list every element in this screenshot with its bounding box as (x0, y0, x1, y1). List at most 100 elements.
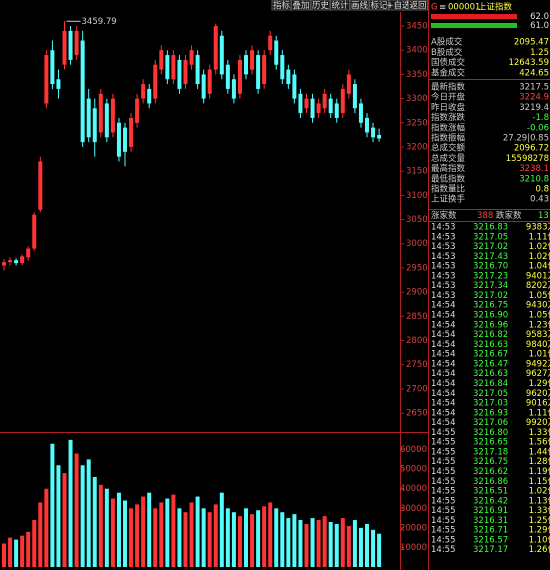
trade-time: 14:54 (431, 399, 456, 409)
trade-volume: 1.11亿 (529, 407, 550, 418)
volume-bar (165, 498, 170, 567)
market-tag: G (431, 3, 438, 13)
trade-price: 3216.62 (473, 467, 508, 477)
volume-bar (280, 512, 285, 567)
toolbar-label[interactable]: 历史 (312, 0, 330, 11)
y-tick-label: 3250 (406, 118, 428, 128)
volume-bar (268, 502, 273, 567)
stat-label: 上证换手 (431, 194, 466, 205)
trade-price: 3217.34 (473, 281, 508, 291)
volume-bar (38, 502, 43, 567)
trade-price: 3216.42 (473, 496, 508, 506)
volume-bar (68, 439, 73, 567)
toolbar-label[interactable]: 画线 (351, 0, 369, 11)
volume-bar (44, 488, 49, 567)
toolbar-label[interactable]: 统计 (331, 0, 349, 11)
trade-price: 3217.05 (473, 232, 508, 242)
candle-body (316, 103, 321, 114)
trade-price: 3217.18 (473, 447, 508, 457)
trade-volume: 1.13亿 (529, 495, 550, 506)
y-tick-label: 30000 (400, 504, 427, 514)
volume-bar (250, 514, 255, 567)
toolbar-label[interactable]: 指标 (273, 0, 291, 11)
trade-price: 3217.23 (473, 271, 508, 281)
candle-body (195, 55, 200, 85)
trade-volume: 9383万 (526, 223, 550, 233)
candle-body (371, 127, 376, 138)
candle-body (98, 93, 103, 133)
trade-time: 14:53 (431, 291, 456, 301)
volume-bar (244, 508, 248, 567)
volume-bar (86, 459, 91, 567)
toolbar-label[interactable]: 返回 (409, 0, 426, 11)
volume-bar (129, 508, 134, 567)
toolbar-button[interactable] (408, 0, 428, 11)
buy-bar (431, 14, 517, 19)
candle-body (80, 40, 85, 143)
volume-bar (201, 508, 206, 567)
candle-body (365, 117, 369, 133)
stat-label: 国债成交 (431, 57, 466, 68)
volume-bar (2, 543, 6, 567)
trade-price: 3216.63 (473, 340, 508, 350)
volume-bar (80, 465, 85, 567)
y-tick-label: 3150 (406, 167, 428, 177)
candle-body (274, 40, 279, 65)
breadth-up: 388 (477, 211, 493, 221)
trade-time: 14:53 (431, 281, 456, 291)
volume-bar (32, 520, 37, 567)
volume-bar (62, 473, 67, 567)
candle-body (207, 69, 212, 94)
stat-value: 1.25 (530, 48, 549, 58)
toolbar-label[interactable]: 标记 (370, 0, 388, 11)
y-tick-label: 2750 (406, 360, 428, 370)
trade-price: 3216.86 (473, 477, 508, 487)
trade-time: 14:54 (431, 359, 456, 369)
trade-time: 14:54 (431, 369, 456, 379)
stat-value: 3217.5 (519, 83, 549, 93)
volume-bar (56, 465, 61, 567)
candle-body (116, 122, 121, 157)
trade-price: 3216.84 (473, 379, 508, 389)
stat-label: 最高指数 (431, 163, 466, 174)
stat-label: 总成交额 (431, 143, 466, 154)
trade-price: 3216.63 (473, 369, 508, 379)
stat-value: -1.8 (532, 113, 549, 123)
trade-volume: 1.44亿 (529, 446, 550, 457)
trade-time: 14:55 (431, 428, 456, 438)
trade-time: 14:54 (431, 408, 456, 418)
toolbar-label[interactable]: 叠加 (292, 0, 309, 11)
trade-time: 14:55 (431, 526, 456, 536)
trade-time: 14:55 (431, 506, 456, 516)
volume-bar (346, 525, 351, 567)
candle-body (346, 74, 351, 94)
breadth-label: 涨家数 (431, 210, 457, 221)
volume-bar (358, 527, 363, 567)
trade-time: 14:53 (431, 262, 456, 272)
toolbar-label[interactable]: +自选 (386, 0, 411, 11)
stat-value: 2095.47 (514, 38, 549, 48)
candle-body (377, 134, 382, 139)
trade-price: 3217.17 (473, 545, 508, 555)
trade-price: 3216.75 (473, 457, 508, 467)
volume-bar (231, 512, 236, 567)
volume-bar (159, 502, 164, 567)
volume-bar (14, 539, 19, 567)
y-tick-label: 20000 (400, 523, 427, 533)
stat-label: B股成交 (431, 47, 463, 58)
volume-bar (262, 506, 267, 567)
trade-time: 14:55 (431, 447, 456, 457)
trade-volume: 1.29亿 (529, 378, 550, 389)
trade-volume: 1.29亿 (529, 525, 550, 536)
candle-body (26, 248, 31, 258)
volume-bar (377, 533, 382, 567)
candle-body (171, 55, 176, 80)
trade-volume: 1.28亿 (529, 456, 550, 467)
trade-price: 3216.57 (473, 535, 508, 545)
menu-icon[interactable]: ≡ (439, 3, 446, 13)
stat-value: -0.06 (527, 123, 549, 133)
trade-price: 3216.90 (473, 311, 508, 321)
candle-body (2, 262, 6, 266)
y-tick-label: 10000 (400, 543, 427, 553)
